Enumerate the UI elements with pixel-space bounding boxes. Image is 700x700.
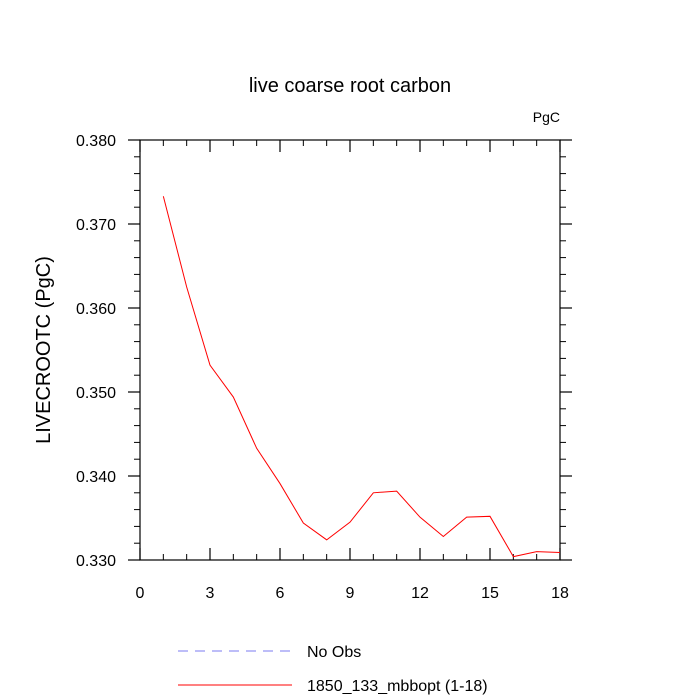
legend-label: 1850_133_mbbopt (1-18) [307, 678, 488, 695]
plot-frame [139, 139, 561, 561]
y-tick-label: 0.360 [76, 301, 116, 318]
x-tick-label: 0 [136, 585, 145, 602]
legend: No Obs 1850_133_mbbopt (1-18) [178, 644, 488, 695]
y-tick-label: 0.380 [76, 133, 116, 150]
x-tick-label: 18 [551, 585, 569, 602]
legend-item: 1850_133_mbbopt (1-18) [178, 678, 488, 695]
y-tick-label: 0.340 [76, 469, 116, 486]
y-tick-label: 0.350 [76, 385, 116, 402]
major-ticks [128, 139, 572, 561]
series-lines [162, 196, 561, 558]
x-tick-label: 12 [411, 585, 429, 602]
y-tick-label: 0.370 [76, 217, 116, 234]
chart-title: live coarse root carbon [249, 75, 451, 97]
y-axis-label: LIVECROOTC (PgC) [33, 256, 55, 444]
y-tick-label: 0.330 [76, 553, 116, 570]
x-tick-label: 6 [276, 585, 285, 602]
legend-label: No Obs [307, 644, 361, 661]
x-tick-labels: 0 3 6 9 12 15 18 [136, 585, 569, 602]
x-tick-label: 15 [481, 585, 499, 602]
legend-item: No Obs [178, 644, 361, 661]
minor-ticks [134, 140, 566, 560]
y-tick-labels: 0.330 0.340 0.350 0.360 0.370 0.380 [76, 133, 116, 570]
series-line [162, 196, 561, 558]
x-tick-label: 3 [206, 585, 215, 602]
x-tick-label: 9 [346, 585, 355, 602]
units-label: PgC [533, 109, 560, 125]
